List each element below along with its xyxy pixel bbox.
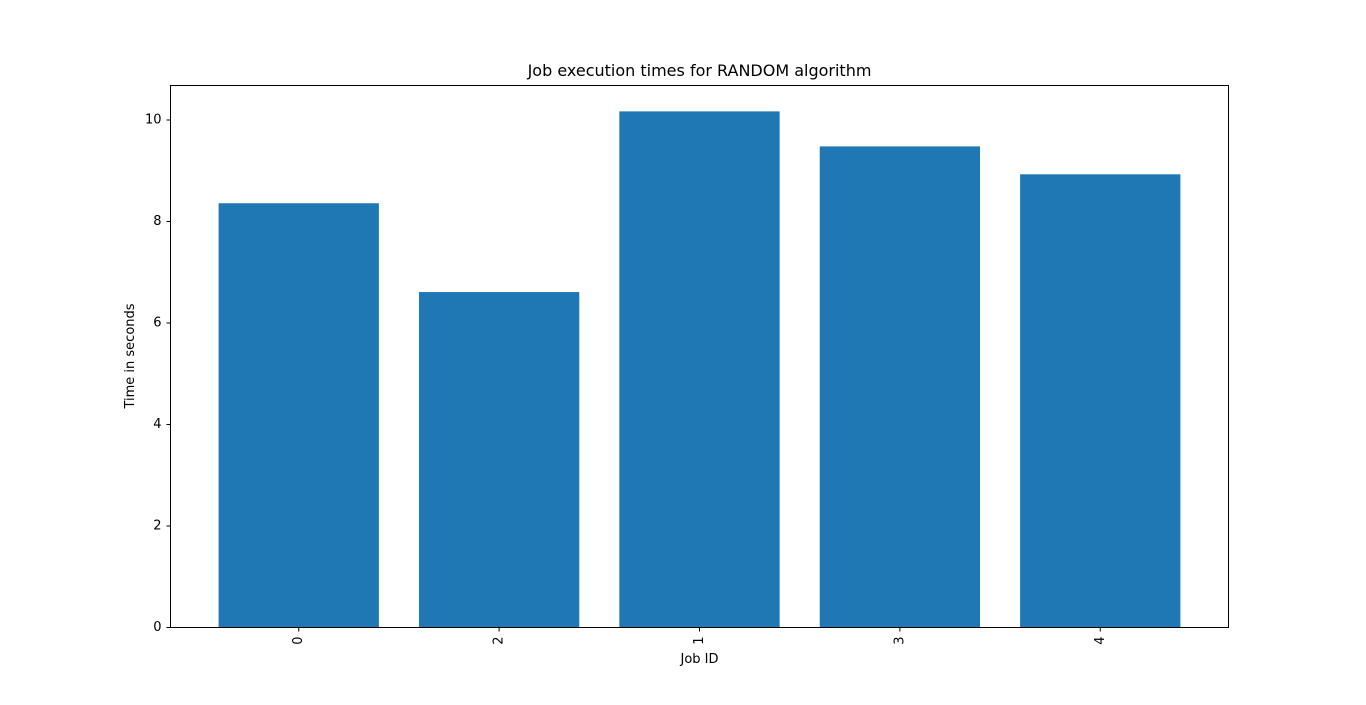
x-tick-label: 4 bbox=[1093, 637, 1108, 645]
y-tick-label: 2 bbox=[153, 519, 161, 534]
bar-job-3 bbox=[819, 146, 981, 628]
x-tick-label: 1 bbox=[692, 637, 707, 645]
bar-job-4 bbox=[1020, 174, 1181, 628]
y-tick-label: 6 bbox=[153, 316, 161, 331]
x-tick-label: 3 bbox=[892, 637, 907, 645]
bar-job-1 bbox=[619, 111, 780, 628]
bar-job-2 bbox=[418, 292, 580, 628]
chart-title: Job execution times for RANDOM algorithm bbox=[527, 61, 872, 80]
x-tick-label: 0 bbox=[291, 637, 306, 645]
bars-layer bbox=[218, 111, 1181, 628]
y-tick-label: 0 bbox=[153, 620, 161, 635]
x-tick-label: 2 bbox=[492, 637, 507, 645]
y-tick-label: 8 bbox=[153, 214, 161, 229]
y-axis-label: Time in seconds bbox=[123, 303, 138, 409]
y-tick-label: 4 bbox=[153, 417, 161, 432]
y-tick-label: 10 bbox=[145, 113, 162, 128]
plot-frame bbox=[170, 85, 1229, 628]
x-axis-label: Job ID bbox=[679, 652, 718, 667]
bar-job-0 bbox=[218, 203, 379, 628]
y-axis: 0 2 4 6 8 10 bbox=[145, 113, 171, 635]
x-axis: 0 2 1 3 4 bbox=[291, 627, 1108, 645]
